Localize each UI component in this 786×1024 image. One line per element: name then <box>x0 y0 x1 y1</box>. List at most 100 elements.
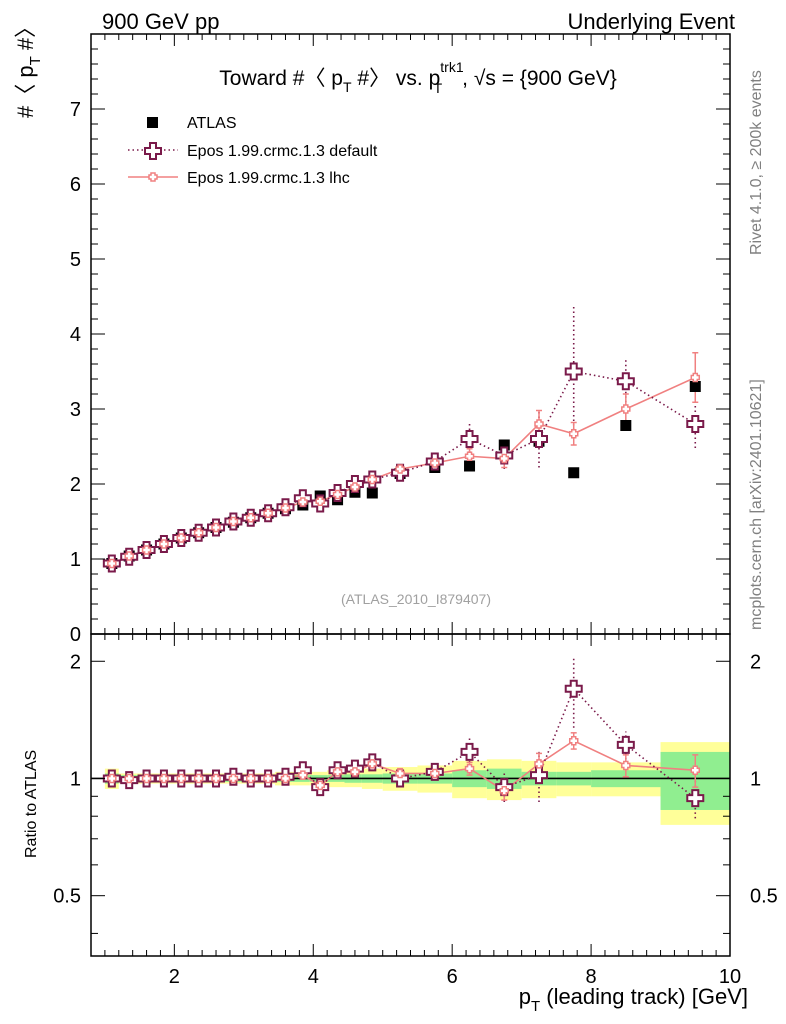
lhc-point <box>367 474 378 485</box>
ratio-lhc-point <box>568 735 579 746</box>
x-tick-label: 6 <box>447 966 458 988</box>
legend: ATLAS Epos 1.99.crmc.1.3 default Epos 1.… <box>128 115 378 187</box>
ratio-lhc-point <box>430 768 440 779</box>
ratio-lhc-point <box>621 760 631 771</box>
legend-atlas-label: ATLAS <box>187 115 237 132</box>
atlas-point <box>366 487 378 499</box>
ratio-default-point <box>460 742 479 761</box>
ratio-lhc-point <box>228 773 239 784</box>
ratio-ylabel: Ratio to ATLAS <box>23 750 40 858</box>
main-y-tick-label: 6 <box>70 174 81 196</box>
ratio-lhc-point <box>141 773 152 784</box>
ratio-lhc-point <box>315 780 325 791</box>
lhc-point <box>621 404 631 414</box>
lhc-point <box>280 503 291 513</box>
x-axis-label-sub: T <box>531 998 540 1015</box>
x-axis-label-a: p <box>519 984 531 1009</box>
default-point <box>686 415 705 433</box>
ratio-axis-ticks: 2 4 6 8 10 0.5 0.5 1 1 2 2 <box>53 634 778 988</box>
lhc-point <box>332 489 343 500</box>
legend-lhc-marker <box>128 172 178 182</box>
header-right: Underlying Event <box>567 9 735 34</box>
lhc-point <box>499 453 510 464</box>
lhc-point <box>124 551 134 561</box>
atlas-point <box>568 467 580 479</box>
main-title-sup: trk1 <box>440 59 464 75</box>
ratio-panel: 2 4 6 8 10 0.5 0.5 1 1 2 2 Ratio to ATLAS pT (lead… <box>23 633 778 1015</box>
ratio-lhc-point <box>499 786 510 796</box>
main-title-sub2: T <box>434 80 443 96</box>
main-ylabel-sub: T <box>27 56 44 65</box>
main-y-tick-label: 7 <box>70 99 81 121</box>
atlas-point <box>620 420 632 431</box>
lhc-point <box>107 558 117 569</box>
main-y-tick-label: 1 <box>70 549 81 571</box>
lhc-point <box>430 458 440 468</box>
ratio-lhc-point <box>124 773 134 784</box>
ratio-lhc-point <box>395 768 405 779</box>
ratio-lhc-point <box>176 773 187 784</box>
main-y-tick-label: 3 <box>70 399 81 421</box>
mcplots-label: mcplots.cern.ch [arXiv:2401.10621] <box>748 379 765 630</box>
ratio-lhc-point <box>534 759 544 769</box>
ratio-lhc-point <box>280 773 291 784</box>
ratio-lhc-point <box>298 770 308 780</box>
main-title-sub1: T <box>343 79 352 95</box>
main-title: Toward #〈 pT #〉 vs. ptrk1 T, √s = {900 Ge… <box>219 59 616 96</box>
x-tick-label: 4 <box>308 966 319 988</box>
lhc-point <box>228 516 239 527</box>
ratio-lhc-point <box>211 773 221 784</box>
ratio-y-tick-label: 0.5 <box>53 886 81 908</box>
ratio-lhc-point <box>107 773 117 784</box>
ratio-lhc-point <box>193 773 204 784</box>
lhc-point <box>534 419 544 429</box>
main-y-tick-label: 5 <box>70 249 81 271</box>
ratio-default-point <box>564 679 583 698</box>
atlas-point <box>464 460 476 472</box>
main-title-b: #〉 vs. p <box>352 67 441 90</box>
main-y-tick-label: 2 <box>70 474 81 496</box>
ratio-default-point <box>293 761 312 780</box>
default-point <box>460 430 479 448</box>
ratio-lhc-point <box>263 773 273 784</box>
ratio-y-tick-label: 2 <box>70 651 81 673</box>
default-point <box>529 430 548 448</box>
atlas-point <box>689 381 701 392</box>
ratio-y-tick-label-right: 2 <box>750 651 761 673</box>
x-axis-label: pT (leading track) [GeV] <box>519 984 748 1015</box>
ratio-default-point <box>529 766 548 785</box>
atlas-point <box>498 439 510 451</box>
lhc-point <box>464 451 475 461</box>
main-axis-ticks: 0 1 2 3 4 5 6 7 <box>70 34 731 646</box>
lhc-point <box>193 528 204 538</box>
ratio-default-point <box>616 735 635 754</box>
main-title-a: Toward #〈 p <box>219 67 343 90</box>
x-tick-label: 8 <box>586 966 597 988</box>
rivet-label: Rivet 4.1.0, ≥ 200k events <box>748 70 765 255</box>
x-tick-label: 10 <box>719 966 741 988</box>
ratio-y-tick-label-right: 1 <box>750 768 761 790</box>
ratio-lhc-point <box>332 767 343 777</box>
ratio-lhc-point <box>159 773 169 784</box>
ratio-y-tick-label: 1 <box>70 768 81 790</box>
lhc-point <box>315 496 325 506</box>
ratio-plot-layer <box>91 657 730 825</box>
x-tick-label: 2 <box>169 966 180 988</box>
main-plot-layer <box>102 304 705 573</box>
main-y-tick-label: 0 <box>70 624 81 646</box>
ratio-lhc-point <box>246 773 256 784</box>
main-title-c: , √s = {900 GeV} <box>462 67 617 90</box>
lhc-point <box>350 482 360 492</box>
lhc-point <box>141 545 152 555</box>
lhc-point <box>263 508 273 518</box>
analysis-label: (ATLAS_2010_I879407) <box>341 591 491 607</box>
lhc-point <box>176 533 187 543</box>
legend-default-label: Epos 1.99.crmc.1.3 default <box>187 143 378 160</box>
ratio-default-point <box>686 789 705 808</box>
ratio-lhc-point <box>367 759 378 769</box>
lhc-point <box>395 464 405 474</box>
lhc-point <box>298 497 308 507</box>
ratio-lhc-point <box>464 763 475 774</box>
